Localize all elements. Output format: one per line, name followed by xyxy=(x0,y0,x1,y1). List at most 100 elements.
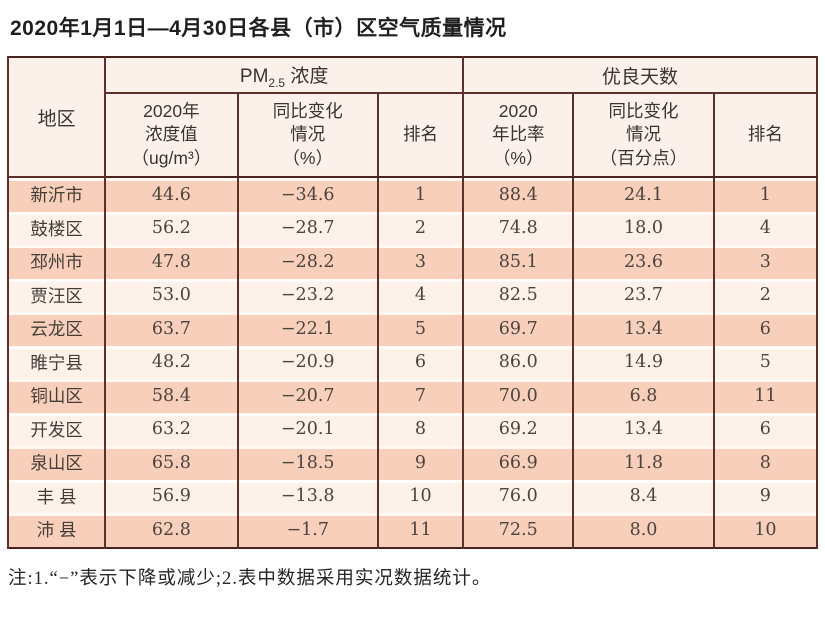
pm-rank-cell: 11 xyxy=(376,513,465,548)
pm-value-cell: 63.7 xyxy=(104,312,239,346)
good-rank-cell: 3 xyxy=(712,245,819,279)
good-rate-cell: 66.9 xyxy=(462,446,575,480)
table-row: 新沂市 44.6 −34.6 1 88.4 24.1 1 xyxy=(6,177,819,212)
table-row: 睢宁县 48.2 −20.9 6 86.0 14.9 5 xyxy=(6,345,819,379)
region-cell: 铜山区 xyxy=(6,379,107,413)
good-rate-cell: 72.5 xyxy=(462,513,575,548)
table-row: 邳州市 47.8 −28.2 3 85.1 23.6 3 xyxy=(6,245,819,279)
good-change-cell: 18.0 xyxy=(572,211,715,245)
good-change-cell: 13.4 xyxy=(572,312,715,346)
pm-rank-cell: 2 xyxy=(376,211,465,245)
pm25-label-suffix: 浓度 xyxy=(285,65,329,87)
good-change-cell: 23.7 xyxy=(572,278,715,312)
good-rate-cell: 69.7 xyxy=(462,312,575,346)
region-cell: 泉山区 xyxy=(6,446,107,480)
pm-value-cell: 62.8 xyxy=(104,513,239,548)
pm-value-cell: 56.2 xyxy=(104,211,239,245)
region-cell: 鼓楼区 xyxy=(6,211,107,245)
col-header-good-rate: 2020 年比率 （%） xyxy=(462,93,575,178)
good-rate-cell: 85.1 xyxy=(462,245,575,279)
pm-change-cell: −22.1 xyxy=(236,312,379,346)
good-rate-cell: 70.0 xyxy=(462,379,575,413)
table-row: 铜山区 58.4 −20.7 7 70.0 6.8 11 xyxy=(6,379,819,413)
good-rate-cell: 69.2 xyxy=(462,412,575,446)
table-row: 丰 县 56.9 −13.8 10 76.0 8.4 9 xyxy=(6,479,819,513)
good-rank-cell: 10 xyxy=(712,513,819,548)
pm-change-cell: −23.2 xyxy=(236,278,379,312)
good-rank-cell: 8 xyxy=(712,446,819,480)
pm-value-cell: 63.2 xyxy=(104,412,239,446)
pm-value-cell: 58.4 xyxy=(104,379,239,413)
pm-value-cell: 48.2 xyxy=(104,345,239,379)
pm-change-cell: −20.7 xyxy=(236,379,379,413)
pm-rank-cell: 9 xyxy=(376,446,465,480)
col-header-pm-rank: 排名 xyxy=(376,93,465,178)
table-row: 泉山区 65.8 −18.5 9 66.9 11.8 8 xyxy=(6,446,819,480)
region-cell: 丰 县 xyxy=(6,479,107,513)
col-header-good-rank: 排名 xyxy=(712,93,819,178)
table-body: 新沂市 44.6 −34.6 1 88.4 24.1 1 鼓楼区 56.2 −2… xyxy=(6,177,819,548)
good-change-cell: 11.8 xyxy=(572,446,715,480)
pm-rank-cell: 3 xyxy=(376,245,465,279)
good-rank-cell: 5 xyxy=(712,345,819,379)
pm-change-cell: −1.7 xyxy=(236,513,379,548)
pm-change-cell: −28.2 xyxy=(236,245,379,279)
pm-rank-cell: 8 xyxy=(376,412,465,446)
good-rate-cell: 86.0 xyxy=(462,345,575,379)
good-change-cell: 8.0 xyxy=(572,513,715,548)
pm-rank-cell: 6 xyxy=(376,345,465,379)
pm-rank-cell: 7 xyxy=(376,379,465,413)
region-cell: 睢宁县 xyxy=(6,345,107,379)
pm-value-cell: 56.9 xyxy=(104,479,239,513)
good-change-cell: 8.4 xyxy=(572,479,715,513)
good-rate-cell: 88.4 xyxy=(462,177,575,212)
good-change-cell: 14.9 xyxy=(572,345,715,379)
pm25-label-subscript: 2.5 xyxy=(268,75,286,90)
good-rank-cell: 9 xyxy=(712,479,819,513)
good-rate-cell: 74.8 xyxy=(462,211,575,245)
pm25-label-prefix: PM xyxy=(239,65,269,87)
pm-change-cell: −20.1 xyxy=(236,412,379,446)
region-cell: 贾汪区 xyxy=(6,278,107,312)
table-row: 鼓楼区 56.2 −28.7 2 74.8 18.0 4 xyxy=(6,211,819,245)
region-cell: 新沂市 xyxy=(6,177,107,212)
table-row: 云龙区 63.7 −22.1 5 69.7 13.4 6 xyxy=(6,312,819,346)
region-cell: 邳州市 xyxy=(6,245,107,279)
pm-value-cell: 44.6 xyxy=(104,177,239,212)
good-change-cell: 23.6 xyxy=(572,245,715,279)
col-header-pm-value: 2020年 浓度值 （ug/m³） xyxy=(104,93,239,178)
pm-change-cell: −28.7 xyxy=(236,211,379,245)
table-row: 贾汪区 53.0 −23.2 4 82.5 23.7 2 xyxy=(6,278,819,312)
table-row: 沛 县 62.8 −1.7 11 72.5 8.0 10 xyxy=(6,513,819,548)
col-group-good-days: 优良天数 xyxy=(462,57,818,94)
pm-value-cell: 53.0 xyxy=(104,278,239,312)
pm-value-cell: 65.8 xyxy=(104,446,239,480)
table-header: 地区 PM2.5 浓度 优良天数 2020年 浓度值 （ug/m³） 同比变化 … xyxy=(6,57,819,178)
good-rank-cell: 2 xyxy=(712,278,819,312)
table-footnote: 注:1.“−”表示下降或减少;2.表中数据采用实况数据统计。 xyxy=(8,568,492,589)
pm-change-cell: −34.6 xyxy=(236,177,379,212)
good-rank-cell: 11 xyxy=(712,379,819,413)
region-cell: 开发区 xyxy=(6,412,107,446)
pm-rank-cell: 10 xyxy=(376,479,465,513)
region-cell: 沛 县 xyxy=(6,513,107,548)
good-rate-cell: 82.5 xyxy=(462,278,575,312)
pm-value-cell: 47.8 xyxy=(104,245,239,279)
good-change-cell: 13.4 xyxy=(572,412,715,446)
good-rank-cell: 6 xyxy=(712,312,819,346)
pm-rank-cell: 1 xyxy=(376,177,465,212)
col-header-good-change: 同比变化 情况 （百分点） xyxy=(572,93,715,178)
col-group-pm25: PM2.5 浓度 xyxy=(104,57,465,94)
pm-rank-cell: 5 xyxy=(376,312,465,346)
table-row: 开发区 63.2 −20.1 8 69.2 13.4 6 xyxy=(6,412,819,446)
good-rank-cell: 6 xyxy=(712,412,819,446)
good-rank-cell: 4 xyxy=(712,211,819,245)
region-cell: 云龙区 xyxy=(6,312,107,346)
good-rank-cell: 1 xyxy=(712,177,819,212)
good-change-cell: 24.1 xyxy=(572,177,715,212)
good-change-cell: 6.8 xyxy=(572,379,715,413)
page-title: 2020年1月1日—4月30日各县（市）区空气质量情况 xyxy=(10,17,507,40)
col-header-region: 地区 xyxy=(6,57,107,178)
air-quality-table: 地区 PM2.5 浓度 优良天数 2020年 浓度值 （ug/m³） 同比变化 … xyxy=(6,56,819,549)
